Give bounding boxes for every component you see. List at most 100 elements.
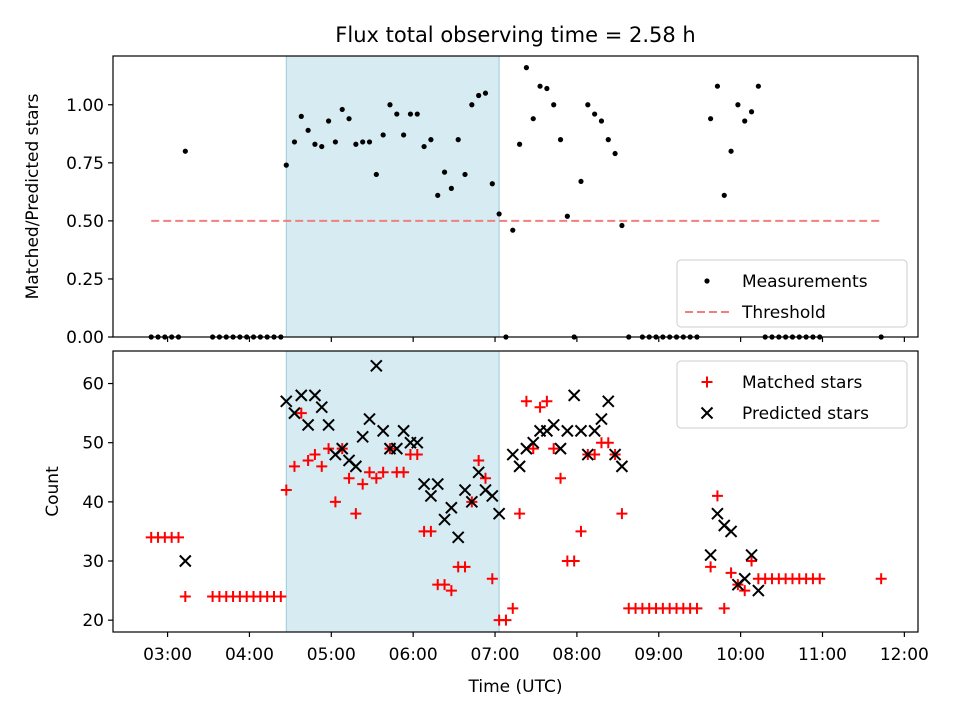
predicted-stars-point-42 <box>567 389 581 402</box>
measurements-point-81 <box>735 102 741 108</box>
predicted-stars-point-23 <box>431 477 444 491</box>
measurements-point-37 <box>421 143 427 150</box>
measurements-point-44 <box>469 102 475 108</box>
measurements-point-64 <box>605 137 611 143</box>
predicted-stars-point-39 <box>547 418 560 432</box>
measurements-point-60 <box>578 178 584 185</box>
matched-stars-point-55 <box>541 395 553 407</box>
predicted-stars-point-1 <box>280 395 293 408</box>
predicted-stars-point-43 <box>574 424 588 438</box>
predicted-stars-point-48 <box>608 448 622 461</box>
measurements-point-48 <box>496 211 502 217</box>
measurements-point-21 <box>312 141 318 147</box>
legend-bottom-matched-stars-swatch <box>701 376 713 388</box>
measurements-point-41 <box>448 185 454 191</box>
measurements-point-40 <box>441 169 448 175</box>
measurements-point-55 <box>544 85 550 92</box>
measurements-point-79 <box>721 192 727 198</box>
measurements-point-82 <box>742 118 748 124</box>
predicted-stars-point-55 <box>738 572 751 585</box>
matched-stars-point-18 <box>288 460 300 472</box>
x-tick-label-8: 11:00 <box>798 645 847 665</box>
measurements-point-77 <box>708 116 714 122</box>
matched-stars-point-27 <box>350 508 362 520</box>
matched-stars-point-40 <box>439 579 451 591</box>
matched-stars-point-34 <box>398 466 410 478</box>
legend-bottom-box <box>676 360 908 429</box>
predicted-stars-point-7 <box>322 418 335 432</box>
matched-stars-point-46 <box>479 472 491 484</box>
predicted-stars-point-41 <box>561 424 574 438</box>
measurements-point-83 <box>748 109 755 115</box>
matched-stars-point-78 <box>705 561 717 573</box>
predicted-stars-point-22 <box>424 489 438 503</box>
measurements-point-22 <box>319 143 325 150</box>
measurements-point-35 <box>407 111 414 117</box>
measurements-point-45 <box>476 92 482 99</box>
predicted-stars-point-50 <box>704 548 717 562</box>
measurements-point-84 <box>755 83 761 89</box>
predicted-stars-point-31 <box>486 489 499 503</box>
predicted-stars-point-36 <box>527 436 540 449</box>
measurements-point-38 <box>428 137 434 143</box>
predicted-stars-point-14 <box>370 359 383 372</box>
y-tick-label-2-3: 50 <box>82 434 104 454</box>
y-axis-label-1: Matched/Predicted stars <box>23 93 43 299</box>
legend-top-measurements-label: Measurements <box>742 272 868 292</box>
measurements-point-29 <box>366 139 373 145</box>
measurements-point-19 <box>298 113 304 119</box>
y-tick-label-1-1: 0.25 <box>66 270 104 290</box>
matched-stars-point-28 <box>357 478 369 490</box>
predicted-stars-point-21 <box>417 477 431 491</box>
matched-stars-point-31 <box>377 466 389 478</box>
measurements-point-65 <box>612 150 618 157</box>
x-axis-label: Time (UTC) <box>468 677 563 697</box>
matched-stars-point-80 <box>718 602 730 614</box>
y-tick-label-1-4: 1.00 <box>66 96 104 116</box>
matched-stars-point-45 <box>473 454 485 466</box>
matched-stars-point-43 <box>459 561 471 573</box>
measurements-point-33 <box>394 111 400 117</box>
measurements-point-25 <box>339 106 345 113</box>
matched-stars-point-62 <box>589 449 601 461</box>
measurements-point-24 <box>332 139 338 145</box>
predicted-stars-point-17 <box>390 442 404 455</box>
predicted-stars-point-49 <box>615 460 629 473</box>
predicted-stars-point-15 <box>376 424 390 438</box>
matched-stars-point-50 <box>507 602 519 614</box>
matched-stars-point-95 <box>875 573 887 585</box>
measurements-point-5 <box>182 148 188 154</box>
measurements-point-31 <box>380 132 386 138</box>
matched-stars-point-52 <box>520 395 532 407</box>
matched-stars-point-54 <box>534 401 546 413</box>
measurements-point-18 <box>291 139 298 145</box>
matched-stars-point-4 <box>172 531 184 543</box>
legend-bottom-predicted-stars-swatch <box>700 406 714 420</box>
predicted-stars-point-40 <box>554 442 567 455</box>
matched-stars-point-5 <box>179 591 191 603</box>
matched-stars-point-29 <box>364 466 376 478</box>
measurements-point-47 <box>489 181 495 187</box>
matched-stars-point-66 <box>616 508 628 520</box>
predicted-stars-point-9 <box>336 442 349 455</box>
y-tick-label-1-0: 0.00 <box>66 328 104 348</box>
measurements-point-51 <box>516 141 523 147</box>
matched-stars-point-49 <box>500 614 512 626</box>
legend-bottom-predicted-stars-label: Predicted stars <box>742 404 869 424</box>
predicted-stars-point-25 <box>445 501 458 514</box>
x-tick-label-0: 03:00 <box>143 645 192 665</box>
matched-stars-point-84 <box>746 555 758 567</box>
measurements-point-63 <box>598 118 605 124</box>
x-tick-label-2: 05:00 <box>307 645 356 665</box>
matched-stars-point-21 <box>309 449 321 461</box>
matched-stars-point-22 <box>316 460 328 472</box>
matched-stars-point-26 <box>343 472 355 484</box>
x-tick-label-6: 09:00 <box>634 645 683 665</box>
predicted-stars-point-26 <box>451 531 465 544</box>
measurements-point-62 <box>592 111 598 117</box>
measurements-point-54 <box>537 83 543 89</box>
measurements-point-61 <box>585 102 591 108</box>
measurements-point-36 <box>414 111 420 117</box>
legend-top-threshold-label: Threshold <box>741 303 826 323</box>
